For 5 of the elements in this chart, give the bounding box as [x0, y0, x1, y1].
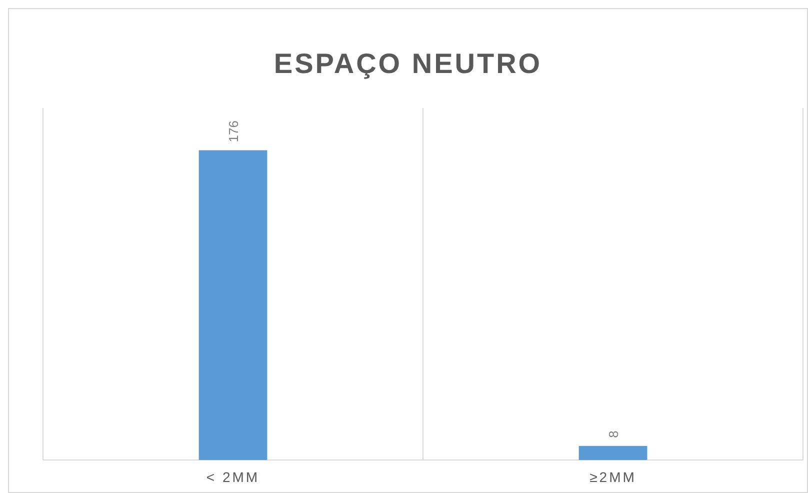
data-label: 8 [606, 430, 621, 438]
data-label: 176 [226, 120, 241, 142]
x-tick-label: ≥2MM [590, 469, 636, 485]
chart-title: ESPAÇO NEUTRO [274, 48, 542, 79]
x-tick-label: < 2MM [206, 469, 260, 485]
